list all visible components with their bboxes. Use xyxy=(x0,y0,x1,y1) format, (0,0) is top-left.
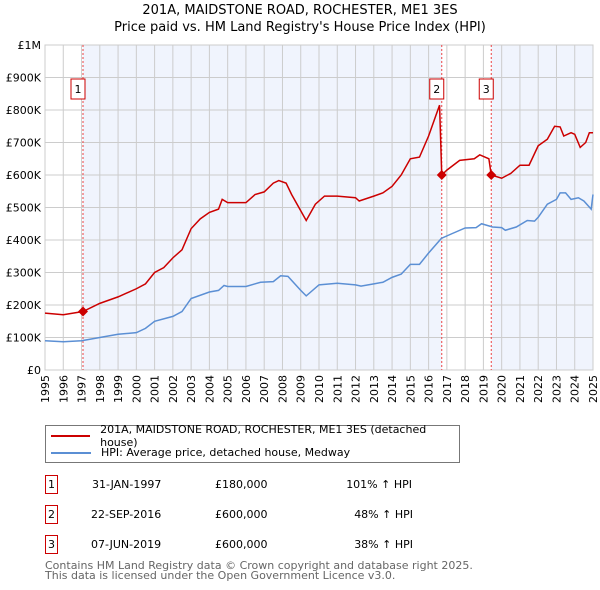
x-tick-label: 2014 xyxy=(386,375,399,403)
plot-border xyxy=(44,44,594,371)
y-tick-label: £900K xyxy=(6,72,42,85)
sale-hpi: 38% ↑ HPI xyxy=(354,538,413,551)
y-tick-label: £600K xyxy=(6,169,42,182)
x-tick-label: 2013 xyxy=(368,375,381,403)
footer-copyright: Contains HM Land Registry data © Crown c… xyxy=(45,559,473,572)
footer-licence: This data is licensed under the Open Gov… xyxy=(45,569,396,582)
x-tick-label: 1995 xyxy=(39,375,52,403)
sale-hpi: 101% ↑ HPI xyxy=(346,478,412,491)
sale-marker-box: 1 xyxy=(45,475,58,494)
y-tick-label: £100K xyxy=(6,332,42,345)
x-tick-label: 2023 xyxy=(550,375,563,403)
y-tick-label: £500K xyxy=(6,202,42,215)
x-tick-label: 2012 xyxy=(350,375,363,403)
x-tick-label: 1996 xyxy=(57,375,70,403)
legend: 201A, MAIDSTONE ROAD, ROCHESTER, ME1 3ES… xyxy=(45,423,460,463)
x-tick-label: 2000 xyxy=(130,375,143,403)
x-tick-label: 2004 xyxy=(203,375,216,403)
sale-point xyxy=(77,306,88,317)
legend-item-property: 201A, MAIDSTONE ROAD, ROCHESTER, ME1 3ES… xyxy=(46,423,459,449)
legend-label: 201A, MAIDSTONE ROAD, ROCHESTER, ME1 3ES… xyxy=(100,422,427,449)
legend-swatch xyxy=(51,451,91,454)
y-tick-label: £800K xyxy=(6,104,42,117)
x-tick-label: 2025 xyxy=(587,375,600,403)
sale-row: 2 22-SEP-2016 £600,000 48% ↑ HPI xyxy=(45,505,465,525)
x-tick-label: 2007 xyxy=(258,375,271,403)
sale-label: 2 xyxy=(433,83,440,96)
x-tick-label: 2011 xyxy=(331,375,344,403)
x-tick-label: 2018 xyxy=(459,375,472,403)
x-tick-label: 2022 xyxy=(532,375,545,403)
y-tick-label: £200K xyxy=(6,299,42,312)
sale-row: 3 07-JUN-2019 £600,000 38% ↑ HPI xyxy=(45,535,465,555)
sale-hpi: 48% ↑ HPI xyxy=(354,508,413,521)
sale-date: 07-JUN-2019 xyxy=(91,538,162,551)
y-tick-label: £700K xyxy=(6,137,42,150)
x-tick-label: 2001 xyxy=(149,375,162,403)
price-chart: 1995 1996 1997 1998 1999 2000 2001 2002 2003 2004… xyxy=(6,39,600,403)
property-price-line xyxy=(44,104,593,316)
x-tick-label: 1997 xyxy=(76,375,89,403)
hpi-line xyxy=(44,192,594,343)
y-tick-label: £300K xyxy=(6,267,42,280)
legend-swatch xyxy=(51,434,91,437)
sale-price: £600,000 xyxy=(215,538,268,551)
x-tick-label: 2003 xyxy=(185,375,198,403)
sale-marker-box: 2 xyxy=(45,505,58,524)
sale-price: £600,000 xyxy=(215,508,268,521)
sale-marker-box: 3 xyxy=(45,535,58,554)
y-tick-label: £400K xyxy=(6,234,42,247)
x-tick-label: 2021 xyxy=(514,375,527,403)
x-tick-label: 1998 xyxy=(94,375,107,403)
x-tick-label: 2006 xyxy=(240,375,253,403)
x-tick-label: 2015 xyxy=(404,375,417,403)
legend-item-hpi: HPI: Average price, detached house, Medw… xyxy=(46,444,350,461)
sale-row: 1 31-JAN-1997 £180,000 101% ↑ HPI xyxy=(45,475,465,495)
x-tick-label: 2009 xyxy=(295,375,308,403)
sale-price: £180,000 xyxy=(215,478,268,491)
sale-date: 31-JAN-1997 xyxy=(92,478,162,491)
y-tick-label: £1M xyxy=(18,39,42,52)
x-tick-label: 2005 xyxy=(222,375,235,403)
legend-label: HPI: Average price, detached house, Medw… xyxy=(101,446,351,459)
x-tick-label: 2024 xyxy=(569,375,582,403)
x-tick-label: 2016 xyxy=(423,375,436,403)
x-tick-label: 2010 xyxy=(313,375,326,403)
x-tick-label: 2017 xyxy=(441,375,454,403)
x-tick-label: 1999 xyxy=(112,375,125,403)
sale-point xyxy=(486,170,497,180)
sale-label: 3 xyxy=(483,83,490,96)
x-tick-label: 2020 xyxy=(496,375,509,403)
sale-point xyxy=(436,170,447,180)
chart-title: 201A, MAIDSTONE ROAD, ROCHESTER, ME1 3ES xyxy=(142,3,458,18)
sale-label: 1 xyxy=(74,83,81,96)
y-tick-label: £0 xyxy=(27,364,41,377)
sale-label-box xyxy=(70,78,86,100)
chart-subtitle: Price paid vs. HM Land Registry's House … xyxy=(114,20,486,35)
sale-date: 22-SEP-2016 xyxy=(91,508,162,521)
x-tick-label: 2019 xyxy=(477,375,490,403)
x-tick-label: 2008 xyxy=(276,375,289,403)
sale-label-box xyxy=(429,78,445,100)
x-tick-label: 2002 xyxy=(167,375,180,403)
sale-label-box xyxy=(478,78,494,100)
